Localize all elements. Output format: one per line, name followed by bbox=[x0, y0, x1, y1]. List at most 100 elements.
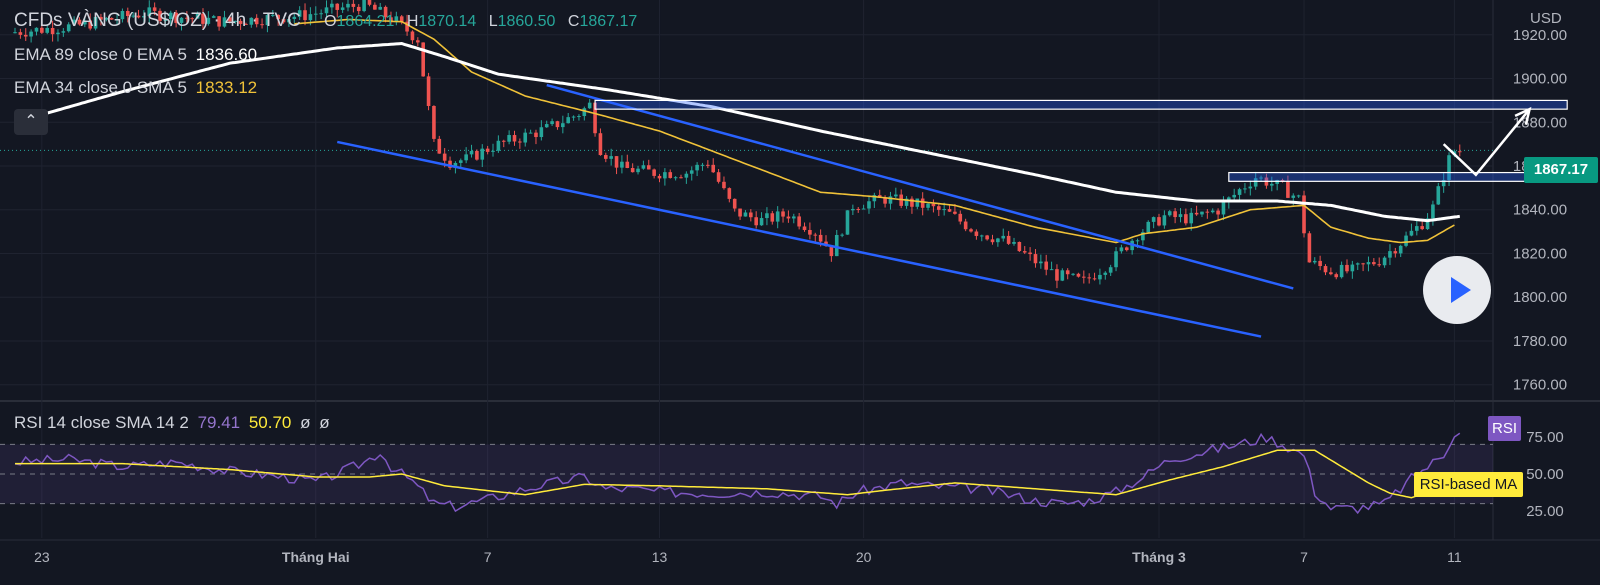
candle-body bbox=[990, 239, 995, 243]
candle-body bbox=[1216, 210, 1220, 215]
time-tick-label: 23 bbox=[34, 549, 50, 565]
candle-body bbox=[99, 16, 103, 20]
candle-body bbox=[1377, 264, 1382, 266]
candle-body bbox=[861, 208, 866, 210]
candle-body bbox=[539, 127, 544, 138]
candle-body bbox=[1098, 274, 1102, 280]
candle-body bbox=[222, 17, 227, 27]
candle-body bbox=[72, 19, 76, 25]
ema34-legend[interactable]: EMA 34 close 0 SMA 5 1833.12 bbox=[14, 78, 257, 98]
time-tick-label: 13 bbox=[652, 549, 668, 565]
candle-body bbox=[749, 212, 753, 218]
candle-body bbox=[104, 17, 109, 20]
candle-body bbox=[448, 160, 452, 168]
candle-body bbox=[829, 246, 834, 257]
candle-body bbox=[292, 16, 297, 20]
candle-body bbox=[700, 164, 705, 166]
candle-body bbox=[1162, 215, 1167, 226]
candle-body bbox=[770, 213, 775, 222]
candle-body bbox=[689, 170, 694, 174]
candle-body bbox=[1291, 195, 1296, 198]
price-tick-label: 1840.00 bbox=[1513, 202, 1567, 219]
candle-body bbox=[34, 27, 39, 32]
candle-body bbox=[287, 19, 291, 23]
projection-arrow-line bbox=[1442, 108, 1531, 177]
candle-body bbox=[109, 17, 114, 20]
candle-body bbox=[1141, 232, 1145, 241]
ema34-line bbox=[294, 18, 1455, 244]
candle-body bbox=[969, 229, 973, 232]
candle-body bbox=[781, 211, 785, 217]
rsi-legend[interactable]: RSI 14 close SMA 14 2 79.41 50.70 ø ø bbox=[14, 413, 330, 433]
candle-body bbox=[587, 102, 592, 109]
candle-body bbox=[1431, 204, 1435, 219]
candle-body bbox=[1200, 211, 1204, 215]
candle-body bbox=[593, 102, 597, 134]
candle-body bbox=[501, 140, 506, 142]
candle-body bbox=[1248, 186, 1253, 189]
candle-body bbox=[1372, 262, 1376, 265]
play-button[interactable] bbox=[1423, 256, 1491, 324]
price-tick-label: 1800.00 bbox=[1513, 289, 1567, 306]
candle-body bbox=[1318, 260, 1322, 267]
candle-body bbox=[136, 15, 141, 18]
candle-body bbox=[40, 27, 44, 33]
rsi-extra-2: ø bbox=[319, 413, 330, 432]
candle-body bbox=[872, 195, 877, 202]
candle-body bbox=[1108, 267, 1113, 273]
time-tick-label: 7 bbox=[1300, 549, 1308, 565]
candle-body bbox=[1339, 264, 1344, 278]
candle-body bbox=[604, 155, 608, 159]
candle-body bbox=[996, 238, 1000, 243]
candle-body bbox=[1135, 240, 1140, 242]
candle-body bbox=[571, 116, 576, 118]
rsi-tick-label: 25.00 bbox=[1526, 503, 1564, 520]
ema89-legend[interactable]: EMA 89 close 0 EMA 5 1836.60 bbox=[14, 45, 257, 65]
candle-body bbox=[1253, 178, 1258, 187]
candle-body bbox=[168, 12, 173, 20]
candle-body bbox=[775, 211, 780, 222]
candle-body bbox=[641, 165, 646, 169]
candle-body bbox=[738, 208, 742, 217]
candle-body bbox=[1006, 235, 1011, 244]
candle-body bbox=[464, 154, 468, 161]
symbol-legend[interactable]: CFDs VÀNG (US$/OZ) · 4h · TVC O1864.21 H… bbox=[14, 10, 645, 32]
candle-body bbox=[131, 15, 135, 17]
candle-body bbox=[442, 153, 447, 161]
currency-label: USD bbox=[1530, 10, 1562, 27]
candle-body bbox=[706, 164, 710, 166]
candle-body bbox=[759, 218, 764, 226]
candle-body bbox=[636, 168, 640, 173]
price-tick-label: 1760.00 bbox=[1513, 377, 1567, 394]
candle-body bbox=[399, 16, 404, 22]
collapse-legend-button[interactable]: ⌃ bbox=[14, 109, 48, 135]
candle-body bbox=[373, 4, 377, 10]
candle-body bbox=[496, 140, 501, 151]
candle-body bbox=[1103, 272, 1108, 275]
candle-body bbox=[93, 16, 98, 29]
candle-body bbox=[201, 13, 205, 24]
candle-body bbox=[1393, 251, 1398, 254]
candle-body bbox=[1157, 217, 1161, 226]
candle-body bbox=[582, 108, 587, 117]
candle-body bbox=[238, 20, 243, 24]
price-tick-label: 1920.00 bbox=[1513, 27, 1567, 44]
candle-body bbox=[544, 124, 549, 128]
candle-body bbox=[732, 198, 737, 209]
candle-body bbox=[458, 160, 463, 163]
candle-body bbox=[179, 17, 184, 23]
candle-body bbox=[630, 168, 635, 173]
candle-body bbox=[1243, 188, 1247, 190]
candle-body bbox=[125, 10, 130, 17]
candle-body bbox=[936, 206, 941, 210]
candle-body bbox=[61, 31, 66, 33]
candle-body bbox=[1275, 180, 1279, 184]
candle-body bbox=[840, 234, 844, 236]
candle-body bbox=[716, 172, 721, 182]
candle-body bbox=[405, 21, 409, 32]
candle-body bbox=[555, 121, 560, 128]
candle-body bbox=[271, 14, 275, 16]
ema89-label: EMA 89 close 0 EMA 5 bbox=[14, 45, 187, 64]
